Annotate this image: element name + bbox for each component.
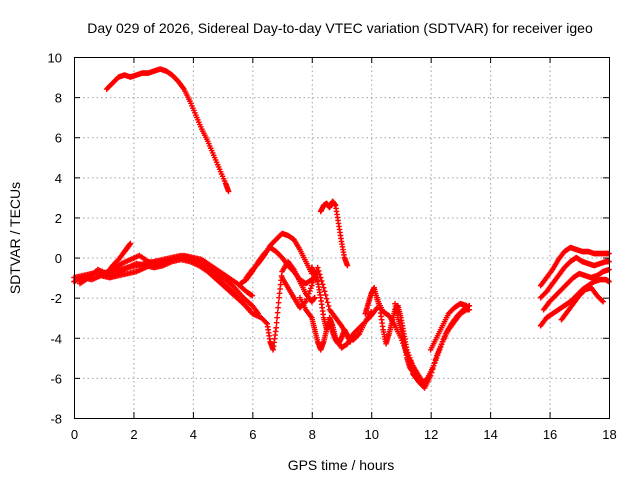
data-point <box>463 302 470 309</box>
x-tick-label: 0 <box>71 427 78 442</box>
series-arc-q <box>427 300 470 353</box>
grid-lines <box>74 57 609 418</box>
data-point <box>274 309 281 316</box>
data-point <box>314 264 321 271</box>
x-tick-label: 18 <box>602 427 616 442</box>
data-point <box>273 324 279 331</box>
x-tick-label: 14 <box>483 427 497 442</box>
data-point <box>127 240 134 247</box>
data-point <box>249 292 256 299</box>
series-arc-u <box>537 276 612 329</box>
x-axis-label: GPS time / hours <box>288 457 395 473</box>
data-point <box>306 288 313 294</box>
series-arc-c <box>77 240 134 287</box>
y-tick-label: 6 <box>55 131 62 146</box>
series-arc-p <box>410 306 473 391</box>
data-point <box>600 298 606 305</box>
y-tick-label: 4 <box>55 171 62 186</box>
data-point <box>255 310 262 317</box>
x-tick-label: 6 <box>249 427 256 442</box>
series-arc-v <box>558 284 606 323</box>
series-arc-t <box>540 266 612 313</box>
data-point <box>466 306 473 313</box>
x-tick-label: 12 <box>424 427 438 442</box>
y-axis-label: SDTVAR / TECUs <box>7 182 23 294</box>
series-arc-k <box>308 264 354 347</box>
y-tick-label: 2 <box>55 211 62 226</box>
x-tick-label: 10 <box>364 427 378 442</box>
data-point <box>429 366 436 372</box>
data-point <box>432 356 439 362</box>
series-arc-n <box>374 294 422 379</box>
y-tick-label: -8 <box>50 412 62 427</box>
data-point <box>275 304 281 311</box>
data-point <box>428 369 435 376</box>
data-point <box>320 284 327 291</box>
y-tick-label: -4 <box>50 331 62 346</box>
y-tick-label: 8 <box>55 91 62 106</box>
data-point <box>599 297 605 304</box>
plot-area <box>71 66 612 391</box>
y-tick-label: 0 <box>55 251 62 266</box>
data-point <box>304 296 310 302</box>
data-point <box>275 299 282 306</box>
data-point <box>325 303 332 309</box>
plot-frame <box>74 57 610 419</box>
axis-ticks: 0 2 4 6 8 10 12 14 16 18 -8 -6 -4 -2 0 2 4 6 8 10 <box>48 51 617 443</box>
y-tick-label: -2 <box>50 291 62 306</box>
data-point <box>306 290 312 297</box>
data-point <box>305 293 311 300</box>
data-point <box>245 305 252 312</box>
data-point <box>263 319 270 326</box>
data-point <box>323 295 330 302</box>
series-arc-s <box>537 254 612 301</box>
x-tick-label: 2 <box>130 427 137 442</box>
data-point <box>322 292 329 298</box>
data-point <box>427 373 434 379</box>
y-tick-label: -6 <box>50 371 62 386</box>
chart-title: Day 029 of 2026, Sidereal Day-to-day VTE… <box>87 20 593 36</box>
data-point <box>431 359 438 366</box>
data-point <box>307 285 314 292</box>
data-point <box>246 306 253 313</box>
series-arc-e <box>106 256 253 313</box>
data-point <box>355 331 362 338</box>
data-point <box>274 314 280 321</box>
x-tick-label: 16 <box>543 427 557 442</box>
x-tick-label: 4 <box>190 427 197 442</box>
data-point <box>273 319 280 326</box>
data-point <box>344 262 351 269</box>
data-point <box>321 288 328 295</box>
x-tick-label: 8 <box>309 427 316 442</box>
series-arc-l <box>317 198 351 269</box>
data-point <box>311 294 318 301</box>
data-point <box>309 279 316 286</box>
data-point <box>347 338 354 345</box>
data-point <box>315 268 322 274</box>
data-point <box>324 299 331 306</box>
data-point <box>430 363 437 369</box>
data-point <box>225 188 232 195</box>
y-tick-label: 10 <box>48 51 62 66</box>
series-arc-high <box>103 66 232 195</box>
series-arc-r <box>537 244 612 289</box>
data-point <box>308 282 315 289</box>
